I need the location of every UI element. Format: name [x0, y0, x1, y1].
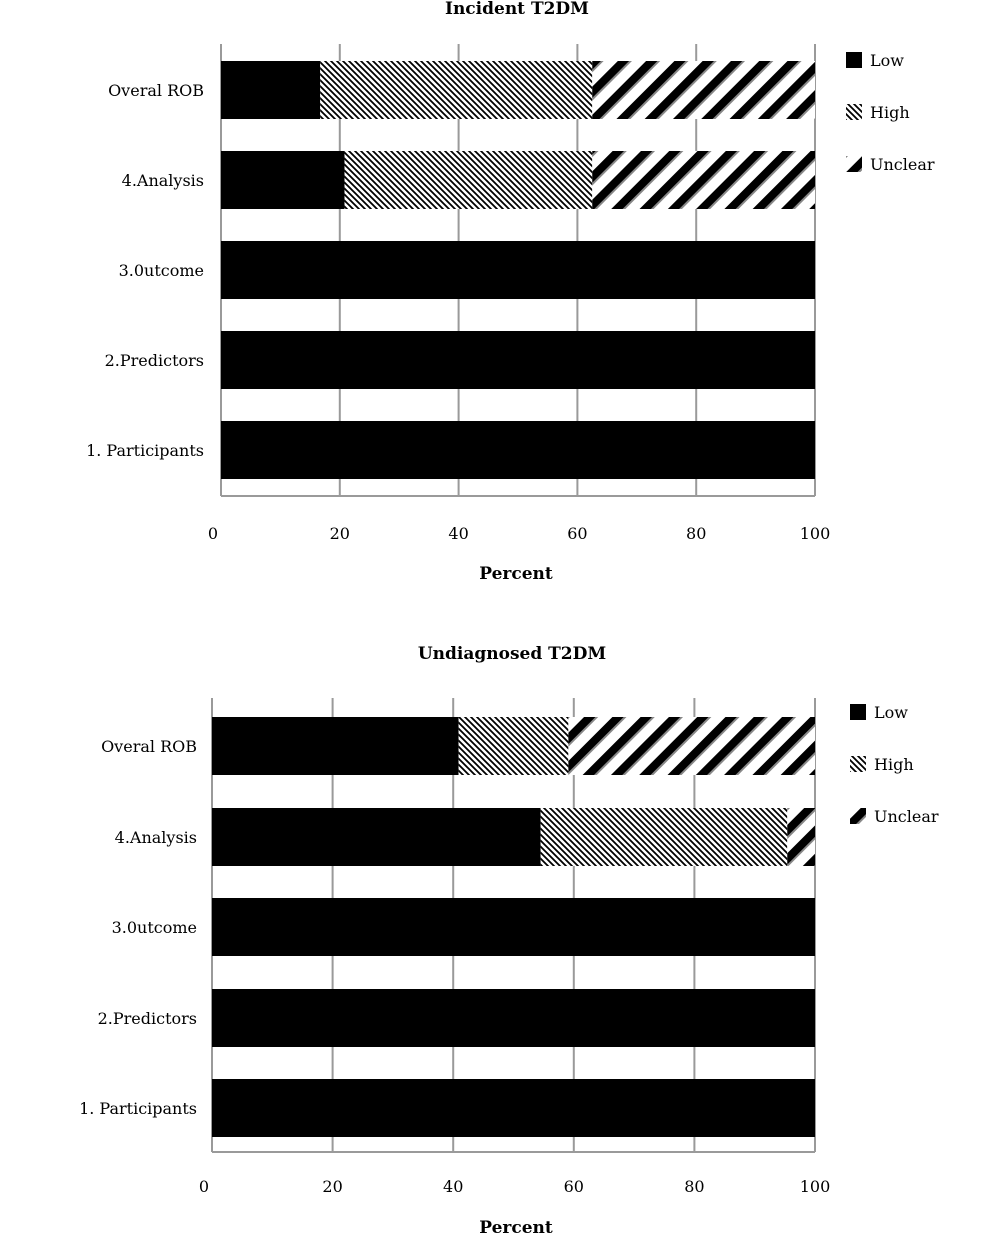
x-tick-label: 100 — [800, 1177, 831, 1196]
x-tick-label: 40 — [448, 524, 468, 543]
x-tick-label: 20 — [330, 524, 350, 543]
legend-label-unclear: Unclear — [874, 807, 939, 826]
bar-low-overal-rob — [221, 61, 321, 119]
legend-swatch-low — [850, 704, 866, 720]
x-tick-labels: 0 20 40 60 80 100 — [199, 1177, 830, 1196]
x-tick-label: 80 — [684, 1177, 704, 1196]
bar-low-4-analysis — [221, 151, 345, 209]
legend-swatch-unclear — [850, 808, 866, 824]
legend-label-low: Low — [870, 51, 904, 70]
category-label: 2.Predictors — [105, 351, 204, 370]
bar-unclear-overal-rob — [568, 717, 815, 775]
category-labels: Overal ROB 4.Analysis 3.0utcome 2.Predictor… — [79, 737, 197, 1118]
x-tick-labels: 0 20 40 60 80 100 — [208, 524, 830, 543]
category-label: 2.Predictors — [98, 1009, 197, 1028]
legend-swatch-high — [846, 104, 862, 120]
legend-swatch-high — [850, 756, 866, 772]
bar-high-4-analysis — [540, 808, 788, 866]
category-labels: Overal ROB 4.Analysis 3.0utcome 2.Predictor… — [86, 81, 204, 460]
legend: Low High Unclear — [850, 703, 939, 826]
category-label: Overal ROB — [108, 81, 204, 100]
category-label: 3.0utcome — [119, 261, 204, 280]
legend-label-low: Low — [874, 703, 908, 722]
category-label: 1. Participants — [79, 1099, 197, 1118]
legend-label-unclear: Unclear — [870, 155, 935, 174]
category-label: 4.Analysis — [122, 171, 204, 190]
bar-low-1-participants — [212, 1079, 815, 1137]
x-tick-label: 40 — [443, 1177, 463, 1196]
bar-low-2-predictors — [212, 989, 815, 1047]
legend: Low High Unclear — [846, 51, 935, 174]
bar-low-overal-rob — [212, 717, 459, 775]
chart-incident-t2dm: Incident T2DM Overal ROB 4.Analysis 3.0utc… — [86, 0, 935, 584]
x-tick-label: 80 — [686, 524, 706, 543]
bar-low-1-participants — [221, 421, 815, 479]
category-label: 1. Participants — [86, 441, 204, 460]
chart-title: Incident T2DM — [445, 0, 589, 19]
bar-group — [221, 61, 815, 479]
legend-label-high: High — [870, 103, 910, 122]
x-tick-label: 100 — [800, 524, 831, 543]
category-label: 4.Analysis — [115, 828, 197, 847]
x-axis-title: Percent — [479, 564, 553, 584]
x-tick-label: 60 — [564, 1177, 584, 1196]
category-label: 3.0utcome — [112, 918, 197, 937]
bar-high-4-analysis — [344, 151, 593, 209]
bar-unclear-overal-rob — [592, 61, 815, 119]
bar-high-overal-rob — [458, 717, 569, 775]
chart-undiagnosed-t2dm: Undiagnosed T2DM Overal ROB 4.Analysis 3.0… — [79, 644, 939, 1238]
bar-low-2-predictors — [221, 331, 815, 389]
x-tick-label: 60 — [567, 524, 587, 543]
legend-swatch-low — [846, 52, 862, 68]
bar-high-overal-rob — [320, 61, 593, 119]
bar-low-3-0utcome — [221, 241, 815, 299]
chart-title: Undiagnosed T2DM — [418, 644, 607, 664]
x-tick-label: 0 — [208, 524, 218, 543]
bar-unclear-4-analysis — [787, 808, 815, 866]
bar-low-3-0utcome — [212, 898, 815, 956]
bar-group — [212, 717, 815, 1137]
category-label: Overal ROB — [101, 737, 197, 756]
x-tick-label: 0 — [199, 1177, 209, 1196]
bar-low-4-analysis — [212, 808, 541, 866]
x-tick-label: 20 — [322, 1177, 342, 1196]
bar-unclear-4-analysis — [592, 151, 815, 209]
legend-swatch-unclear — [846, 156, 862, 172]
legend-label-high: High — [874, 755, 914, 774]
x-axis-title: Percent — [479, 1218, 553, 1237]
